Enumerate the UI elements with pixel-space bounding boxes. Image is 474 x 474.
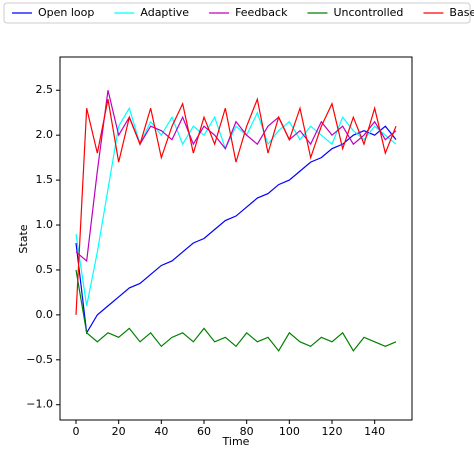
y-tick-label: 2.0 (36, 128, 54, 141)
x-tick-label: 60 (197, 425, 211, 438)
legend-label: Adaptive (140, 6, 189, 19)
legend-label: Feedback (235, 6, 288, 19)
series-line (75, 269, 397, 352)
x-tick-label: 100 (279, 425, 300, 438)
y-tick-label: 2.5 (36, 83, 54, 96)
y-tick-label: 0.0 (36, 308, 54, 321)
y-tick-label: −1.0 (26, 398, 53, 411)
x-tick-label: 40 (154, 425, 168, 438)
series-line (75, 97, 397, 315)
x-tick-label: 20 (112, 425, 126, 438)
x-tick-label: 140 (364, 425, 385, 438)
legend-box (3, 2, 471, 24)
x-tick-label: 0 (73, 425, 80, 438)
legend-label: Baseline (449, 6, 474, 19)
legend-label: Uncontrolled (333, 6, 403, 19)
x-tick-label: 80 (240, 425, 254, 438)
plot-frame (59, 56, 413, 421)
series-line (75, 125, 397, 335)
y-tick-label: −0.5 (26, 353, 53, 366)
x-axis-label: Time (222, 435, 250, 448)
series-line (75, 106, 397, 307)
y-tick-label: 1.5 (36, 173, 54, 186)
y-tick-label: 0.5 (36, 263, 54, 276)
legend-label: Open loop (38, 6, 94, 19)
y-tick-label: 1.0 (36, 218, 54, 231)
x-tick-label: 120 (322, 425, 343, 438)
y-axis-label: State (17, 224, 30, 253)
